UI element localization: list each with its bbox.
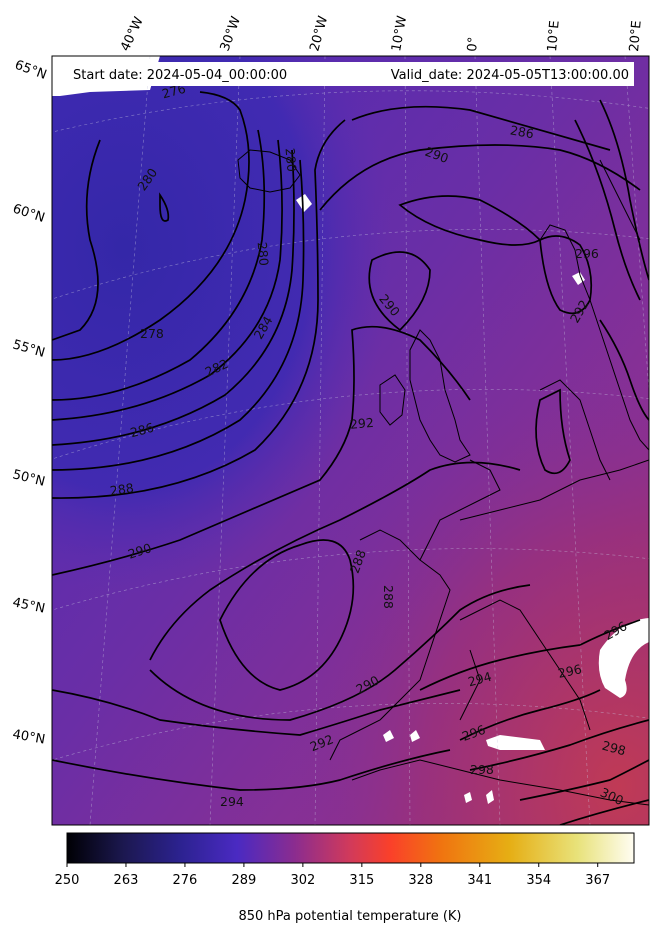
colorbar: 250 263 276 289 302 315 328 341 354 367 850 hPa p…	[55, 832, 635, 924]
missing-data-area	[598, 618, 649, 698]
lon-label: 20°E	[627, 20, 645, 52]
contour-label: 286	[509, 122, 535, 141]
contour-label: 296	[575, 246, 599, 261]
valid-date: Valid_date: 2024-05-05T13:00:00.00	[391, 68, 629, 83]
lon-label: 0°	[465, 36, 481, 52]
lat-label: 40°N	[11, 727, 46, 747]
colorbar-tick-label: 276	[173, 873, 198, 888]
contour-label: 294	[220, 794, 244, 809]
colorbar-label: 850 hPa potential temperature (K)	[238, 909, 461, 924]
lon-label: 20°W	[307, 14, 331, 53]
header-box	[62, 62, 634, 86]
colorbar-tick-label: 250	[55, 873, 80, 888]
colorbar-tick-label: 302	[290, 873, 315, 888]
colorbar-gradient	[66, 832, 635, 864]
colorbar-tick-label: 367	[585, 873, 610, 888]
contour-label: 288	[381, 585, 396, 609]
contour-label: 290	[126, 540, 153, 562]
contour-label: 298	[601, 738, 628, 759]
contour-label: 296	[557, 661, 584, 681]
lon-label: 30°W	[218, 14, 244, 53]
lon-label: 10°E	[545, 20, 563, 52]
graticule	[52, 56, 649, 825]
map-field: 278 280 280 282 284 286 286 288 288 288 …	[52, 56, 649, 825]
lat-label: 50°N	[11, 467, 46, 489]
colorbar-tick-label: 328	[408, 873, 433, 888]
start-date: Start date: 2024-05-04_00:00:00	[73, 68, 287, 83]
colorbar-tick-label: 354	[526, 873, 551, 888]
longitude-labels: 40°W 30°W 20°W 10°W 0° 10°E 20°E	[118, 14, 645, 53]
lon-label: 40°W	[118, 15, 147, 54]
contour-label: 294	[466, 669, 493, 690]
lat-label: 45°N	[11, 595, 46, 616]
colorbar-tick-label: 315	[349, 873, 374, 888]
lon-label: 10°W	[389, 15, 410, 53]
colorbar-ticks: 250 263 276 289 302 315 328 341 354 367	[55, 863, 610, 888]
contour-label: 288	[109, 480, 135, 498]
lat-label: 60°N	[11, 202, 47, 226]
colorbar-tick-label: 341	[467, 873, 492, 888]
contour-label: 298	[470, 762, 494, 777]
latitude-labels: 65°N 60°N 55°N 50°N 45°N 40°N	[11, 58, 49, 748]
contour-label: 280	[283, 147, 300, 172]
coastlines	[237, 149, 649, 806]
colorbar-tick-label: 263	[114, 873, 139, 888]
contour-label: 280	[255, 241, 272, 266]
lat-label: 55°N	[11, 337, 47, 360]
contour-lines	[52, 91, 649, 825]
colorbar-tick-label: 289	[231, 873, 256, 888]
contour-label: 286	[129, 420, 156, 441]
lat-label: 65°N	[13, 58, 49, 83]
map-frame	[51, 55, 650, 826]
contour-label: 278	[140, 326, 164, 341]
contour-label: 292	[349, 415, 374, 432]
